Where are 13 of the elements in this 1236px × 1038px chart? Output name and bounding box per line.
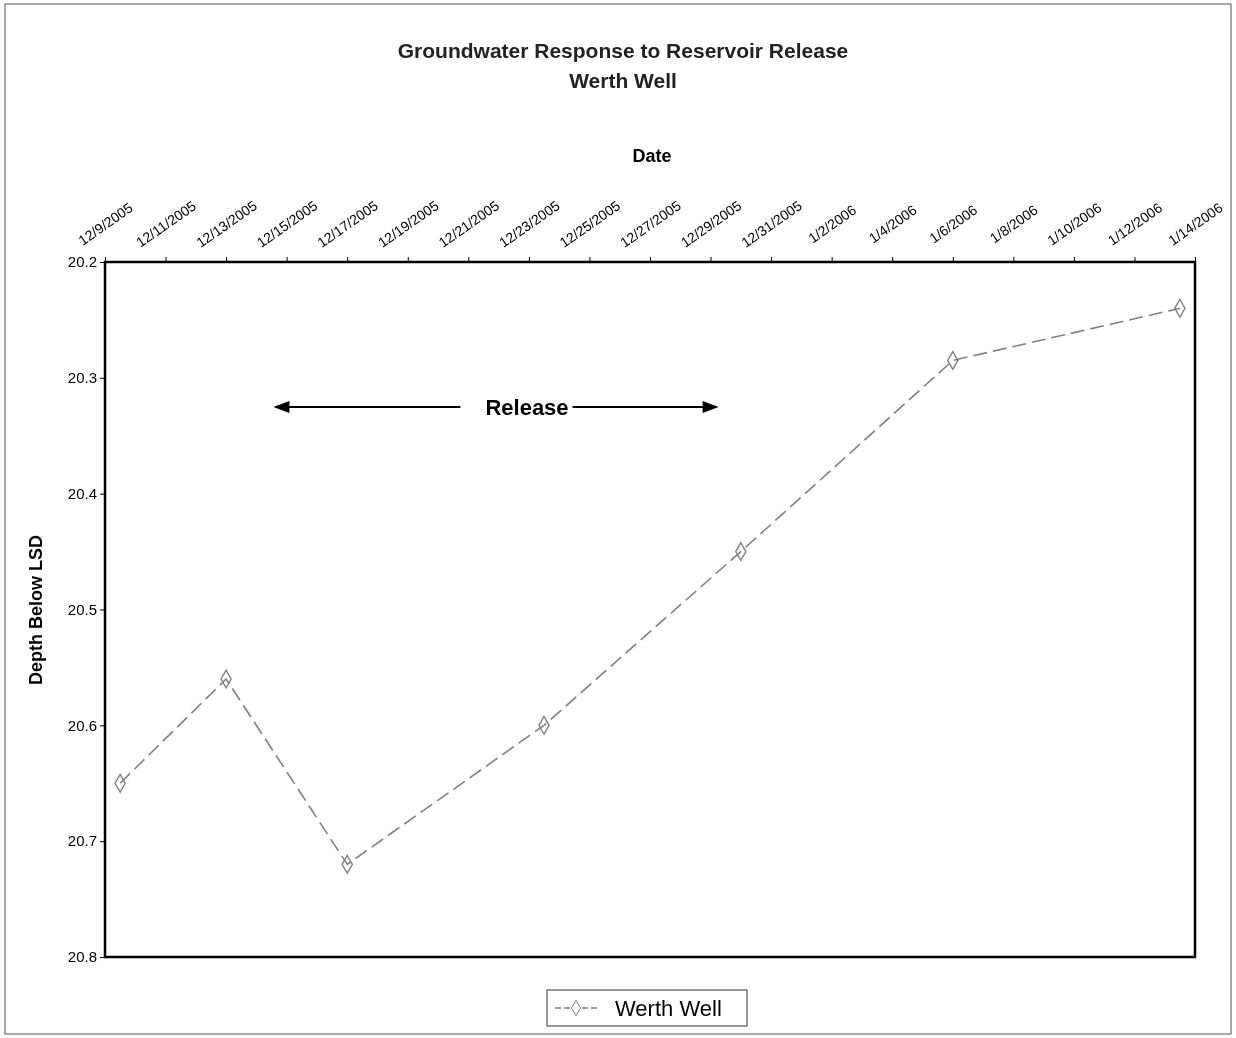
y-tick-label: 20.3 <box>67 369 97 387</box>
y-tick-label: 20.4 <box>67 484 97 502</box>
annotation: Release <box>485 394 569 420</box>
y-tick-label: 20.7 <box>67 832 97 850</box>
legend-label: Werth Well <box>615 995 722 1021</box>
y-tick-label: 20.8 <box>67 948 97 966</box>
y-tick-label: 20.6 <box>67 716 97 734</box>
chart-subtitle: Werth Well <box>569 69 677 92</box>
y-axis-title: Depth Below LSD <box>26 534 46 686</box>
chart-title: Groundwater Response to Reservoir Release <box>397 39 849 62</box>
y-tick-label: 20.5 <box>67 600 97 618</box>
x-axis-title: Date <box>632 146 672 166</box>
y-tick-label: 20.2 <box>67 253 97 271</box>
